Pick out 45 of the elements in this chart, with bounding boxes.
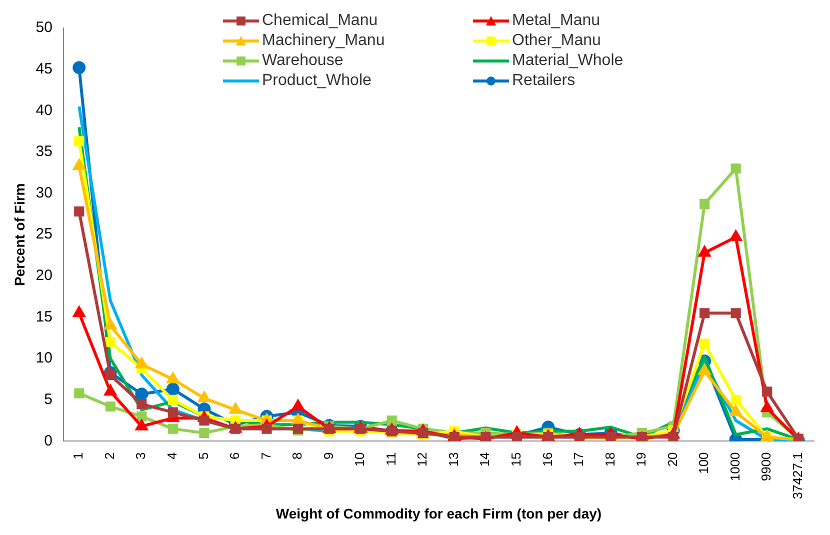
legend-label: Metal_Manu bbox=[512, 12, 600, 30]
x-tick-label: 19 bbox=[634, 452, 649, 467]
x-tick-label: 12 bbox=[414, 452, 430, 467]
y-axis-title: Percent of Firm bbox=[11, 183, 28, 286]
x-tick-label: 2 bbox=[102, 452, 117, 460]
y-tick-label: 30 bbox=[36, 184, 52, 202]
legend-label: Retailers bbox=[512, 72, 576, 90]
x-axis-title: Weight of Commodity for each Firm (ton per day) bbox=[276, 505, 602, 522]
y-tick-label: 20 bbox=[36, 267, 52, 284]
x-tick-label: 11 bbox=[383, 452, 398, 466]
legend-label: Warehouse bbox=[262, 52, 344, 70]
y-tick-label: 0 bbox=[44, 432, 52, 450]
legend-label: Product_Whole bbox=[262, 72, 372, 90]
y-tick-label: 35 bbox=[36, 143, 52, 160]
y-tick-label: 50 bbox=[36, 19, 52, 36]
x-tick-label: 20 bbox=[664, 452, 680, 467]
y-tick-label: 40 bbox=[36, 102, 52, 119]
x-tick-label: 9900 bbox=[758, 452, 774, 482]
y-tick-label: 25 bbox=[36, 226, 52, 243]
x-tick-label: 6 bbox=[227, 452, 242, 460]
x-tick-label: 1 bbox=[70, 452, 86, 460]
x-tick-label: 7 bbox=[258, 452, 274, 460]
x-tick-label: 4 bbox=[164, 452, 180, 460]
x-tick-label: 3 bbox=[133, 452, 148, 460]
x-tick-label: 16 bbox=[540, 452, 555, 467]
x-tick-label: 13 bbox=[446, 452, 461, 467]
legend-label: Machinery_Manu bbox=[262, 32, 385, 50]
x-tick-label: 1000 bbox=[727, 452, 742, 482]
x-tick-label: 17 bbox=[571, 452, 586, 467]
x-tick-label: 14 bbox=[477, 452, 492, 467]
y-tick-label: 5 bbox=[44, 391, 52, 408]
y-tick-label: 45 bbox=[36, 60, 52, 78]
y-tick-label: 10 bbox=[36, 350, 52, 367]
legend-label: Other_Manu bbox=[512, 32, 601, 50]
x-tick-label: 37427.1 bbox=[790, 452, 805, 500]
x-tick-label: 100 bbox=[696, 452, 712, 474]
legend-label: Chemical_Manu bbox=[262, 12, 378, 30]
x-tick-label: 9 bbox=[320, 452, 336, 460]
y-tick-label: 15 bbox=[36, 308, 52, 326]
x-tick-label: 10 bbox=[352, 452, 368, 467]
legend-label: Material_Whole bbox=[512, 52, 624, 70]
x-tick-label: 8 bbox=[290, 452, 305, 460]
x-tick-label: 18 bbox=[602, 452, 618, 467]
x-tick-label: 5 bbox=[196, 452, 211, 460]
x-tick-label: 15 bbox=[508, 452, 524, 467]
